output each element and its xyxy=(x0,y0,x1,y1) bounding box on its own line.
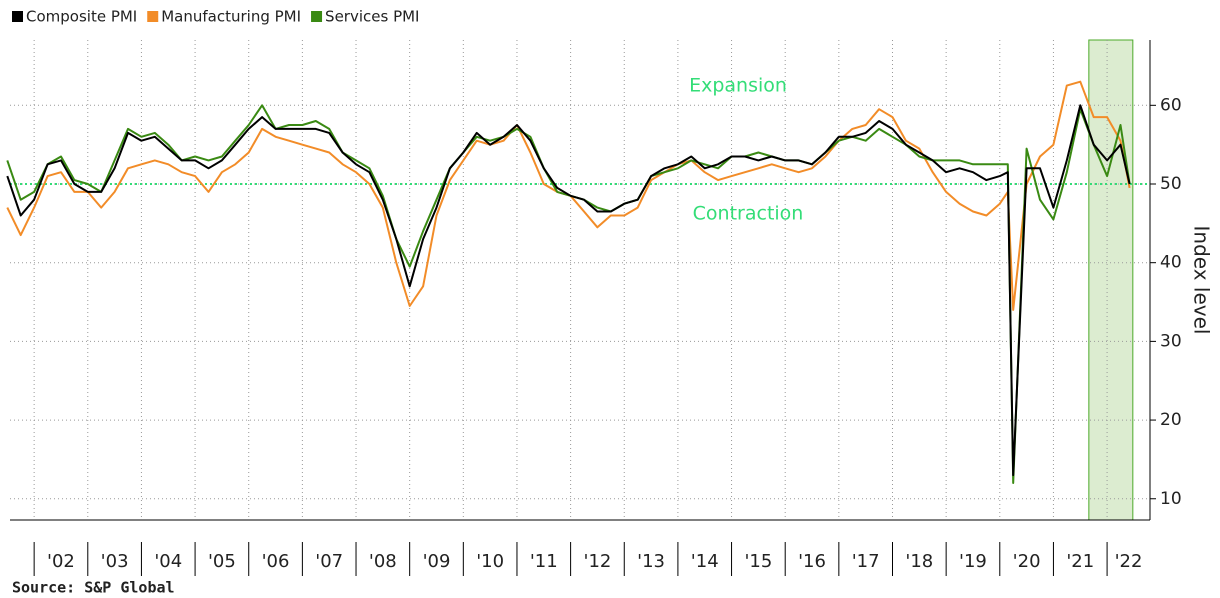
x-tick-label: '03 xyxy=(101,551,129,572)
series-line xyxy=(6,104,1131,477)
y-axis-label: Index level xyxy=(1190,226,1214,335)
x-tick-label: '20 xyxy=(1013,551,1041,572)
y-tick-label: 60 xyxy=(1160,95,1182,115)
x-tick-label: '11 xyxy=(530,551,558,572)
y-tick-label: 30 xyxy=(1160,331,1182,351)
x-tick-label: '14 xyxy=(691,551,719,572)
legend-label: Composite PMI xyxy=(26,8,137,26)
annotation: Contraction xyxy=(693,203,804,225)
x-tick-label: '17 xyxy=(852,551,880,572)
x-tick-label: '10 xyxy=(476,551,504,572)
annotation: Expansion xyxy=(689,75,787,97)
y-tick-label: 50 xyxy=(1160,174,1182,194)
highlight-band xyxy=(1088,39,1134,521)
x-tick-label: '19 xyxy=(959,551,987,572)
legend-label: Services PMI xyxy=(325,8,419,26)
legend-swatch xyxy=(12,11,23,22)
x-tick-label: '12 xyxy=(584,551,612,572)
series-line xyxy=(6,80,1131,311)
y-tick-label: 10 xyxy=(1160,489,1182,509)
y-tick-label: 40 xyxy=(1160,253,1182,273)
x-tick-label: '18 xyxy=(905,551,933,572)
x-tick-label: '09 xyxy=(423,551,451,572)
x-tick-label: '05 xyxy=(208,551,236,572)
x-tick-label: '13 xyxy=(637,551,665,572)
x-tick-label: '02 xyxy=(47,551,75,572)
x-tick-label: '21 xyxy=(1066,551,1094,572)
legend-label: Manufacturing PMI xyxy=(161,8,301,26)
x-tick-label: '22 xyxy=(1115,551,1143,572)
source: Source: S&P Global xyxy=(12,579,175,597)
series-line xyxy=(6,104,1131,484)
x-tick-label: '16 xyxy=(798,551,826,572)
y-tick-label: 20 xyxy=(1160,410,1182,430)
legend-swatch xyxy=(311,11,323,22)
x-tick-label: '04 xyxy=(154,551,182,572)
x-tick-label: '15 xyxy=(744,551,772,572)
x-tick-label: '06 xyxy=(262,551,290,572)
x-tick-label: '07 xyxy=(315,551,343,572)
x-tick-label: '08 xyxy=(369,551,397,572)
legend-swatch xyxy=(147,11,159,22)
